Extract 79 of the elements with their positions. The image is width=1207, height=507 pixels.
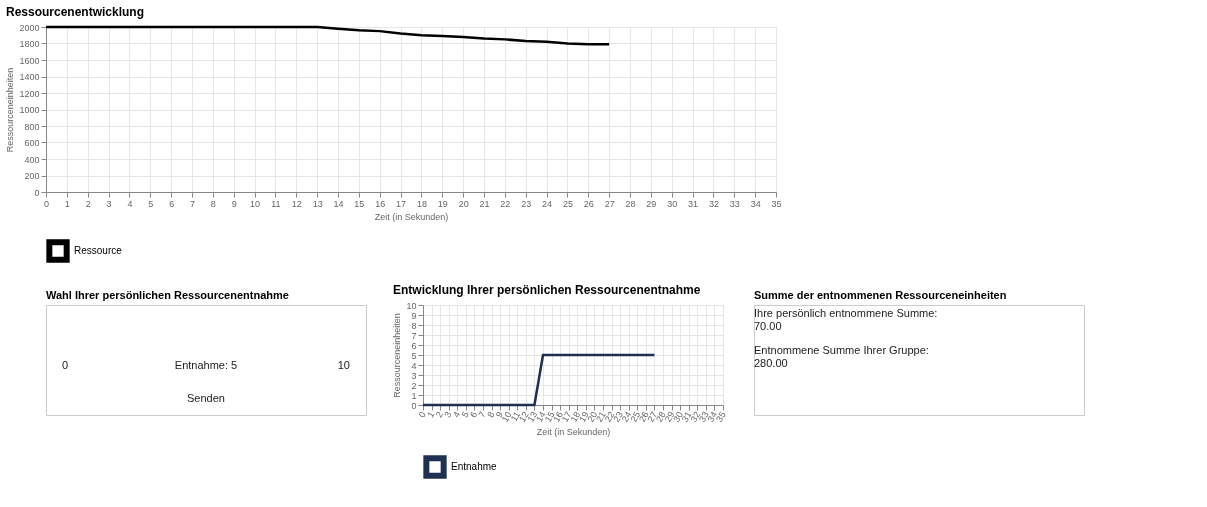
x-tick-label: 8: [210, 198, 216, 209]
y-axis-title: Ressourceneinheiten: [392, 313, 403, 398]
x-tick-label: 15: [354, 198, 365, 209]
x-tick-label: 22: [500, 198, 511, 209]
y-tick-label: 7: [411, 330, 417, 341]
y-tick-label: 200: [24, 171, 40, 181]
x-tick-label: 7: [189, 198, 196, 209]
x-tick-label: 28: [625, 198, 636, 209]
line-series: [44, 25, 611, 46]
x-tick-label: 35: [771, 198, 782, 209]
x-tick-label: 1: [425, 410, 437, 420]
x-tick-label: 8: [485, 410, 497, 420]
text: Senden: [187, 391, 225, 404]
text: 10: [337, 358, 350, 371]
text: Entnommene Summe Ihrer Gruppe:: [754, 344, 929, 357]
x-tick-label: 25: [562, 198, 573, 209]
x-tick-label: 1: [64, 198, 70, 209]
y-tick-label: 0: [34, 187, 40, 198]
chart-title: Ressourcenentwicklung: [5, 5, 145, 19]
x-axis-title: Zeit (in Sekunden): [536, 426, 611, 437]
y-tick-label: 1200: [19, 88, 40, 99]
x-tick-label: 18: [416, 198, 427, 209]
x-tick-label: 11: [271, 198, 281, 209]
x-tick-label: 0: [43, 198, 50, 209]
x-tick-label: 21: [479, 198, 490, 209]
x-tick-label: 30: [667, 198, 678, 209]
x-tick-label: 9: [231, 198, 237, 209]
x-tick-label: 16: [375, 198, 386, 209]
x-tick-label: 34: [750, 198, 761, 209]
x-tick-label: 27: [604, 198, 615, 209]
text: 0: [62, 358, 69, 371]
x-tick-label: 33: [729, 198, 740, 209]
x-tick-label: 26: [583, 198, 594, 209]
text: 280.00: [754, 357, 788, 370]
legend-label: Ressource: [74, 245, 123, 256]
x-tick-label: 24: [542, 198, 553, 209]
x-tick-label: 17: [396, 198, 407, 209]
y-tick-label: 1: [411, 390, 417, 401]
chart-title: Entwicklung Ihrer persönlichen Ressourcenentnahme: [392, 283, 701, 297]
text: Ihre persönlich entnommene Summe:: [754, 306, 938, 319]
text: 70.00: [754, 320, 782, 332]
x-tick-label: 4: [127, 198, 133, 209]
text: Summe der entnommenen Ressourceneinheiten: [754, 289, 1007, 301]
x-tick-label: 12: [291, 198, 302, 209]
legend-label: Entnahme: [451, 461, 498, 472]
text: Entnahme: 5: [174, 358, 238, 371]
y-tick-label: 400: [24, 154, 40, 165]
x-tick-label: 31: [688, 198, 699, 209]
y-tick-label: 3: [411, 370, 417, 381]
x-tick-label: 2: [85, 198, 91, 209]
y-tick-label: 2000: [19, 22, 40, 33]
text: Wahl Ihrer persönlichen Ressourcenentnahme: [46, 289, 289, 301]
x-tick-label: 10: [250, 198, 261, 209]
y-tick-label: 1400: [19, 72, 40, 82]
y-tick-label: 1000: [19, 105, 40, 115]
x-axis-title: Zeit (in Sekunden): [374, 211, 449, 222]
y-tick-label: 6: [411, 340, 417, 351]
y-tick-label: 800: [24, 121, 40, 132]
y-tick-label: 0: [411, 400, 417, 411]
x-tick-label: 19: [437, 198, 448, 209]
x-tick-label: 5: [148, 198, 154, 209]
y-tick-label: 1800: [19, 39, 40, 49]
y-tick-label: 2: [411, 380, 417, 391]
y-tick-label: 600: [24, 138, 40, 148]
y-tick-label: 9: [411, 310, 417, 321]
y-tick-label: 8: [411, 320, 417, 331]
x-tick-label: 23: [521, 198, 532, 209]
y-axis-title: Ressourceneinheiten: [5, 67, 16, 153]
x-tick-label: 32: [708, 198, 719, 209]
x-tick-label: 14: [333, 198, 344, 209]
x-tick-label: 20: [458, 198, 469, 209]
y-tick-label: 1600: [19, 55, 40, 66]
x-tick-label: 3: [106, 198, 112, 209]
x-tick-label: 13: [312, 198, 323, 209]
y-tick-label: 10: [406, 300, 417, 311]
x-tick-label: 29: [646, 198, 657, 209]
x-tick-label: 6: [169, 198, 175, 209]
y-tick-label: 4: [411, 360, 417, 371]
y-tick-label: 5: [411, 350, 417, 361]
